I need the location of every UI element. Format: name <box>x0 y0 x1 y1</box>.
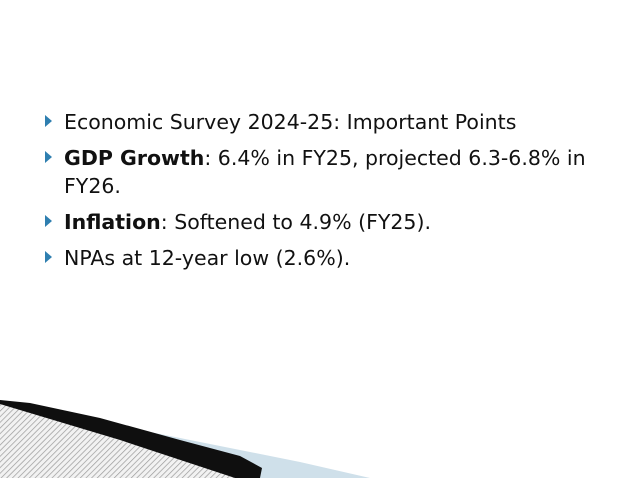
triangle-right-icon <box>45 151 52 163</box>
triangle-right-icon <box>45 251 52 263</box>
bullet-text: : Softened to 4.9% (FY25). <box>160 210 431 234</box>
decorative-corner-bands <box>0 400 370 478</box>
bullet-item: Inflation: Softened to 4.9% (FY25). <box>45 208 605 236</box>
triangle-right-icon <box>45 115 52 127</box>
bullet-item: NPAs at 12-year low (2.6%). <box>45 244 605 272</box>
bullet-text: NPAs at 12-year low (2.6%). <box>64 246 351 270</box>
triangle-right-icon <box>45 215 52 227</box>
dark-band <box>0 400 262 478</box>
bullet-item: GDP Growth: 6.4% in FY25, projected 6.3-… <box>45 144 605 200</box>
bullet-text: Economic Survey 2024-25: Important Point… <box>64 110 517 134</box>
bullet-list: Economic Survey 2024-25: Important Point… <box>45 108 605 280</box>
bullet-bold-label: GDP Growth <box>64 146 205 170</box>
bullet-text: : 6.4% in FY25, projected 6.3-6.8% in FY… <box>64 146 586 198</box>
bullet-bold-label: Inflation <box>64 210 161 234</box>
bullet-item: Economic Survey 2024-25: Important Point… <box>45 108 605 136</box>
